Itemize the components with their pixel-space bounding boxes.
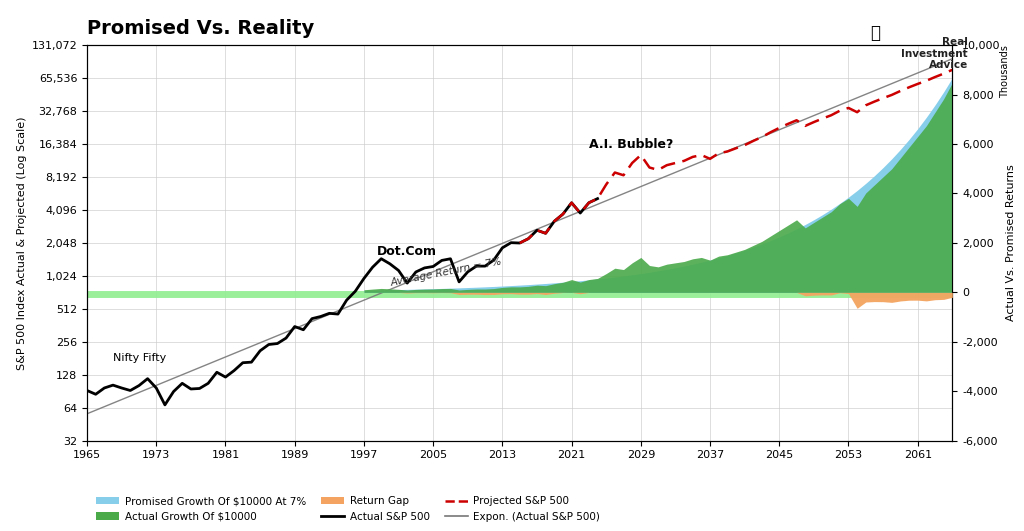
Text: Real
Investment
Advice: Real Investment Advice bbox=[901, 37, 968, 71]
Text: A.I. Bubble?: A.I. Bubble? bbox=[589, 138, 673, 151]
Text: 🦅: 🦅 bbox=[870, 24, 881, 42]
Text: Average Return = 7%: Average Return = 7% bbox=[390, 257, 503, 288]
Text: Dot.Com: Dot.Com bbox=[377, 245, 437, 258]
Text: Promised Vs. Reality: Promised Vs. Reality bbox=[87, 19, 314, 38]
Y-axis label: S&P 500 Index Actual & Projected (Log Scale): S&P 500 Index Actual & Projected (Log Sc… bbox=[17, 116, 28, 370]
Legend: Promised Growth Of $10000 At 7%, Actual Growth Of $10000, Return Gap, Actual S&P: Promised Growth Of $10000 At 7%, Actual … bbox=[92, 492, 604, 526]
Text: Thousands: Thousands bbox=[999, 45, 1010, 98]
Y-axis label: Actual Vs. Promised Returns: Actual Vs. Promised Returns bbox=[1007, 165, 1016, 321]
Text: Nifty Fifty: Nifty Fifty bbox=[113, 353, 166, 363]
